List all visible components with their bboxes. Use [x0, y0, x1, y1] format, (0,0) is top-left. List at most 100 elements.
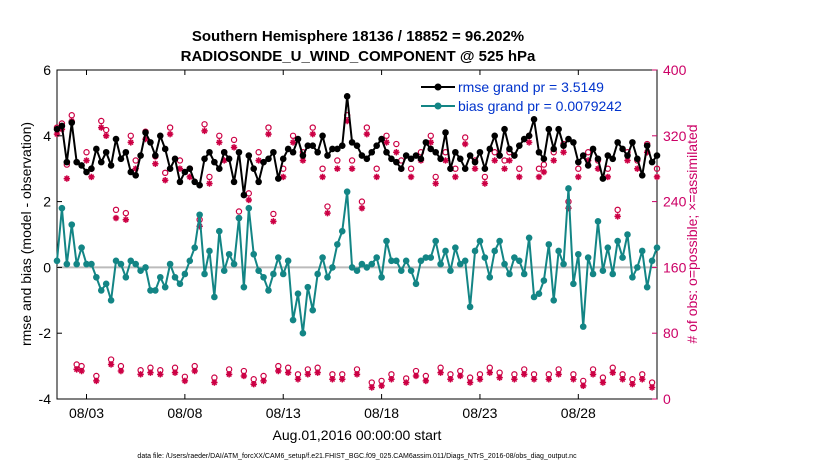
bias-point — [437, 260, 444, 268]
rmse-point — [393, 158, 400, 166]
rmse-point — [279, 155, 287, 163]
obs-assimilated-point — [442, 157, 449, 164]
bias-point — [279, 270, 287, 278]
obs-possible-point — [432, 173, 439, 181]
bias-point — [535, 290, 543, 298]
obs-assimilated-point — [584, 157, 592, 164]
rmse-point — [215, 165, 223, 172]
obs-possible-point — [358, 198, 366, 205]
bias-point — [132, 260, 139, 268]
obs-assimilated-point — [304, 371, 312, 378]
rmse-point — [407, 155, 415, 163]
bias-point — [353, 267, 361, 274]
x-tick-label: 08/08 — [167, 405, 202, 421]
x-tick-label: 08/28 — [561, 405, 596, 421]
obs-assimilated-point — [132, 165, 139, 172]
bias-point — [319, 254, 326, 261]
bias-point — [432, 237, 439, 245]
rmse-point — [368, 148, 376, 156]
rmse-point — [579, 152, 587, 159]
bias-point — [225, 250, 233, 258]
obs-assimilated-point — [289, 139, 297, 146]
rmse-point — [575, 158, 582, 166]
obs-assimilated-point — [393, 149, 400, 156]
obs-assimilated-point — [353, 371, 361, 378]
y-tick-label: 0 — [43, 259, 51, 275]
chart-subtitle: RADIOSONDE_U_WIND_COMPONENT @ 525 hPa — [181, 48, 536, 65]
obs-assimilated-point — [550, 157, 557, 164]
bias-point — [127, 257, 135, 265]
bias-point — [88, 260, 95, 268]
bias-point — [530, 293, 538, 301]
bias-point — [412, 280, 420, 288]
obs-assimilated-point — [388, 376, 395, 383]
rmse-point — [127, 168, 135, 176]
obs-possible-point — [230, 136, 238, 144]
rmse-point — [476, 148, 484, 156]
obs-assimilated-point — [334, 165, 341, 172]
bias-point — [378, 273, 385, 281]
bias-point — [181, 270, 189, 278]
obs-possible-point — [407, 165, 415, 172]
rmse-point — [304, 142, 312, 149]
obs-assimilated-point — [634, 165, 641, 172]
bias-point — [112, 257, 120, 265]
rmse-point — [638, 171, 646, 179]
obs-assimilated-point — [614, 213, 621, 220]
obs-possible-point — [206, 173, 213, 181]
rmse-point — [412, 152, 420, 159]
bias-point — [634, 264, 641, 271]
y-tick-label: -4 — [39, 391, 52, 407]
rmse-point — [520, 135, 528, 143]
obs-possible-point — [373, 165, 380, 172]
obs-assimilated-point — [619, 376, 626, 383]
obs-assimilated-point — [368, 384, 375, 391]
obs-assimilated-point — [506, 157, 513, 164]
obs-assimilated-point — [107, 361, 115, 368]
bias-point — [348, 264, 356, 271]
rmse-point — [63, 158, 71, 166]
data-file-footer: data file: /Users/raeder/DAI/ATM_forcXX/… — [137, 453, 577, 460]
obs-possible-point — [98, 117, 105, 125]
y-tick-label-right: 400 — [663, 62, 687, 78]
bias-point — [270, 270, 277, 278]
obs-assimilated-point — [624, 157, 631, 164]
bias-point — [579, 323, 587, 330]
bias-point — [422, 254, 430, 261]
bias-point — [240, 283, 248, 291]
bias-point — [511, 254, 518, 261]
rmse-point — [589, 145, 597, 153]
obs-possible-point — [201, 121, 208, 128]
obs-assimilated-point — [245, 196, 253, 204]
obs-assimilated-point — [412, 372, 420, 380]
rmse-point — [530, 116, 538, 123]
rmse-point — [555, 125, 562, 133]
obs-assimilated-point — [98, 124, 105, 131]
bias-point — [83, 260, 90, 268]
rmse-point — [97, 158, 105, 166]
obs-assimilated-point — [280, 173, 287, 181]
rmse-point — [634, 155, 641, 163]
rmse-point — [324, 152, 331, 159]
rmse-point — [560, 142, 567, 149]
legend-entry-rmse: rmse grand pr = 3.5149 — [421, 79, 604, 95]
obs-assimilated-point — [73, 366, 80, 373]
bias-point — [211, 293, 218, 301]
x-tick-label: 08/13 — [266, 405, 301, 421]
obs-assimilated-point — [373, 173, 380, 181]
y-axis-label-right: # of obs: o=possible; ×=assimilated — [684, 124, 700, 343]
rmse-point — [132, 171, 139, 179]
bias-point — [250, 250, 258, 258]
obs-possible-point — [127, 132, 134, 139]
obs-assimilated-point — [147, 369, 154, 376]
y-tick-label: 2 — [43, 194, 51, 210]
obs-assimilated-point — [255, 157, 262, 164]
obs-assimilated-point — [629, 380, 636, 388]
bias-point — [245, 204, 253, 212]
bias-point — [93, 273, 100, 281]
bias-point — [107, 297, 115, 304]
rmse-point — [284, 145, 292, 153]
obs-possible-point — [363, 124, 371, 131]
obs-assimilated-point — [181, 377, 189, 385]
